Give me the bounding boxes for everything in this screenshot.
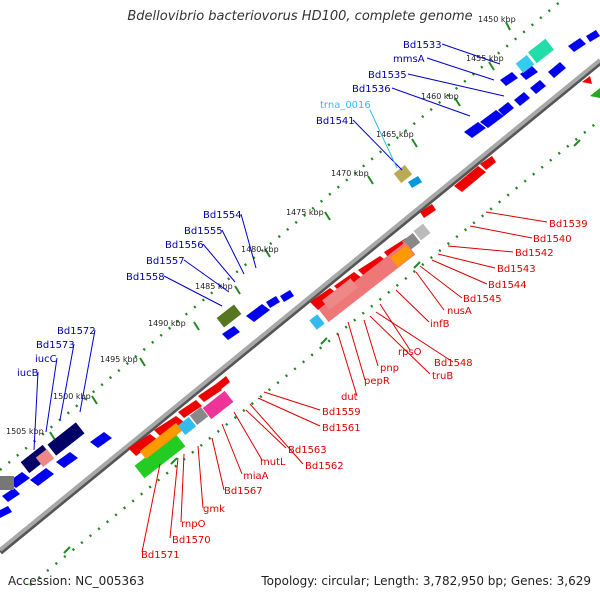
tick-label: 1485 kbp (195, 282, 233, 291)
tick-label: 1450 kbp (478, 15, 516, 24)
tick-label: 1460 kbp (421, 92, 459, 101)
gene-label: Bd1541 (316, 116, 355, 127)
tick-label: 1470 kbp (331, 169, 369, 178)
gene-label: Bd1548 (434, 358, 473, 369)
gene-label: Bd1563 (288, 445, 327, 456)
gene-label: Bd1540 (533, 234, 572, 245)
gene-label: Bd1572 (57, 326, 96, 337)
gene-label: Bd1567 (224, 486, 263, 497)
gene-label: dut (341, 392, 358, 403)
gene-label: mmsA (393, 54, 425, 65)
gene-label: Bd1545 (463, 294, 502, 305)
gene-label: Bd1557 (146, 256, 185, 267)
gene-label: Bd1544 (488, 280, 527, 291)
accession-text: Accession: NC_005363 (8, 574, 145, 588)
gene-label: Bd1573 (36, 340, 75, 351)
gene-label: rpsO (398, 347, 422, 358)
forward-genes (0, 30, 600, 518)
gene-label: Bd1561 (322, 423, 361, 434)
inner-dotted-track (29, 119, 600, 586)
tick-label: 1490 kbp (148, 319, 186, 328)
gene-label: Bd1562 (305, 461, 344, 472)
gene-label: Bd1555 (184, 226, 223, 237)
trna-label: trna_0016 (320, 100, 371, 111)
gene-label: Bd1539 (549, 219, 588, 230)
forward-leader-lines (33, 43, 505, 451)
gene-label: miaA (243, 471, 269, 482)
backbone (0, 58, 600, 552)
tick-label: 1505 kbp (6, 427, 44, 436)
reverse-genes (128, 76, 600, 479)
gene-label: rnpO (181, 519, 206, 530)
tick-label: 1500 kbp (53, 392, 91, 401)
gene-label: pepR (364, 376, 390, 387)
gene-label: Bd1559 (322, 407, 361, 418)
gene-label: infB (430, 319, 450, 330)
tick-marks (49, 21, 581, 554)
gene-label: gmk (203, 504, 225, 515)
gene-label: Bd1558 (126, 272, 165, 283)
outer-dotted-track (0, 0, 565, 471)
tick-label: 1495 kbp (100, 355, 138, 364)
tick-label: 1480 kbp (241, 245, 279, 254)
gene-label: iucC (35, 354, 57, 365)
gene-label: pnp (380, 363, 399, 374)
trna-leader-line (369, 109, 398, 169)
gene-label: Bd1571 (141, 550, 180, 561)
gene-label: Bd1554 (203, 210, 242, 221)
gene-label: Bd1536 (352, 84, 391, 95)
gene-label: iucB (17, 368, 39, 379)
gene-label: truB (432, 371, 453, 382)
tick-label: 1465 kbp (376, 130, 414, 139)
gene-label: Bd1556 (165, 240, 204, 251)
gene-label: Bd1542 (515, 248, 554, 259)
genome-title: Bdellovibrio bacteriovorus HD100, comple… (127, 9, 473, 24)
gene-label: nusA (447, 306, 472, 317)
gene-label: Bd1543 (497, 264, 536, 275)
genome-info-text: Topology: circular; Length: 3,782,950 bp… (261, 574, 591, 588)
gene-label: Bd1570 (172, 535, 211, 546)
reverse-leader-lines (141, 211, 548, 553)
gene-label: Bd1535 (368, 70, 407, 81)
tick-label: 1475 kbp (286, 208, 324, 217)
gene-label: mutL (260, 457, 286, 468)
gene-label: Bd1533 (403, 40, 442, 51)
